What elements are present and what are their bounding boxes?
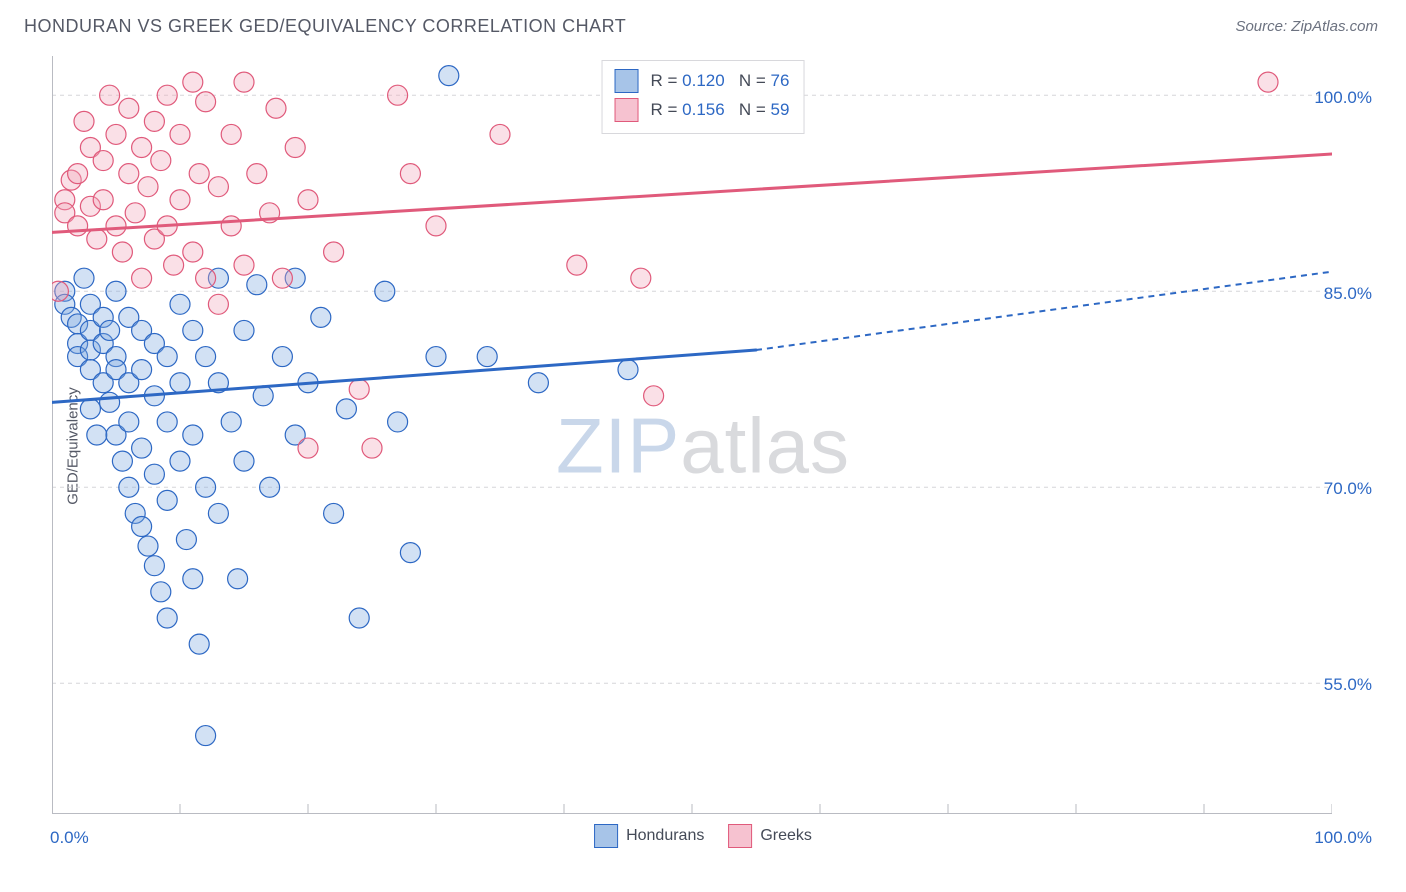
r-greeks: 0.156 bbox=[682, 100, 725, 119]
stats-row-greeks: R = 0.156 N = 59 bbox=[615, 96, 790, 125]
legend-swatch-hondurans-icon bbox=[594, 824, 618, 848]
legend-item-greeks: Greeks bbox=[728, 824, 812, 848]
legend-item-hondurans: Hondurans bbox=[594, 824, 704, 848]
y-tick-100: 100.0% bbox=[1314, 88, 1372, 108]
swatch-greeks-icon bbox=[615, 98, 639, 122]
n-hondurans: 76 bbox=[771, 71, 790, 90]
x-tick-0: 0.0% bbox=[50, 828, 89, 848]
r-hondurans: 0.120 bbox=[682, 71, 725, 90]
plot-area bbox=[52, 56, 1382, 814]
swatch-hondurans-icon bbox=[615, 69, 639, 93]
chart-title: HONDURAN VS GREEK GED/EQUIVALENCY CORREL… bbox=[24, 16, 626, 37]
y-tick-85: 85.0% bbox=[1324, 284, 1372, 304]
source-label: Source: ZipAtlas.com bbox=[1235, 18, 1378, 35]
stats-row-hondurans: R = 0.120 N = 76 bbox=[615, 67, 790, 96]
x-tick-100: 100.0% bbox=[1314, 828, 1372, 848]
legend-label-greeks: Greeks bbox=[760, 827, 812, 845]
y-tick-55: 55.0% bbox=[1324, 675, 1372, 695]
bottom-legend: Hondurans Greeks bbox=[594, 824, 812, 848]
legend-label-hondurans: Hondurans bbox=[626, 827, 704, 845]
stats-legend-box: R = 0.120 N = 76 R = 0.156 N = 59 bbox=[602, 60, 805, 134]
scatter-plot-svg bbox=[52, 56, 1332, 814]
n-greeks: 59 bbox=[771, 100, 790, 119]
legend-swatch-greeks-icon bbox=[728, 824, 752, 848]
y-tick-70: 70.0% bbox=[1324, 479, 1372, 499]
